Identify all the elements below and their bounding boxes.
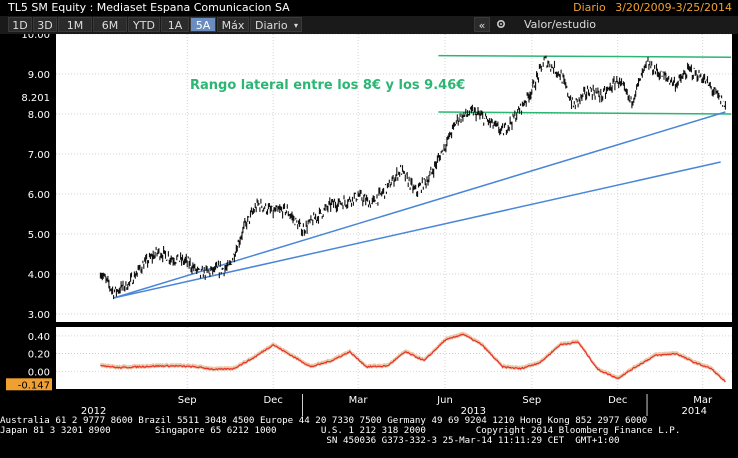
settings-icon[interactable] <box>494 17 508 32</box>
double-chevron-left-icon: « <box>478 19 486 32</box>
date-info: Diario 3/20/2009-3/25/2014 <box>573 1 732 14</box>
range-max-button[interactable]: Máx <box>217 17 249 32</box>
price-y-tick-label: 8.00 <box>28 110 50 121</box>
price-y-tick-label: 9.00 <box>28 70 50 81</box>
range-5a-button[interactable]: 5A <box>190 17 216 32</box>
price-y-tick-label: 5.00 <box>28 230 50 241</box>
price-y-tick-label: 7.00 <box>28 150 50 161</box>
price-series <box>99 55 726 300</box>
oscillator-line <box>100 333 726 383</box>
chevron-down-icon: ▾ <box>293 21 298 30</box>
oscillator-band <box>100 331 726 384</box>
range-1d-button[interactable]: 1D <box>8 17 32 32</box>
range-6m-button[interactable]: 6M <box>93 17 127 32</box>
range-1a-button[interactable]: 1A <box>161 17 189 32</box>
resistance-line <box>438 54 732 58</box>
x-year-label: 2013 <box>461 406 486 416</box>
footer-line-1: Australia 61 2 9777 8600 Brazil 5511 304… <box>0 415 648 426</box>
x-month-label: Sep <box>522 395 541 406</box>
range-ytd-button[interactable]: YTD <box>128 17 160 32</box>
x-axis: Sep Dec Mar Jun Sep Dec Mar 2012 2013 2014 <box>81 394 713 416</box>
footer-line-2: Japan 81 3 3201 8900 Singapore 65 6212 1… <box>0 425 681 437</box>
support-line <box>438 111 732 115</box>
range-annotation: Rango lateral entre los 8€ y los 9.46€ <box>190 78 465 93</box>
price-y-tick-label: 3.00 <box>28 310 50 321</box>
date-range: 3/20/2009-3/25/2014 <box>615 1 732 14</box>
x-month-label: Mar <box>349 395 369 406</box>
title-bar: TL5 SM Equity : Mediaset Espana Comunica… <box>0 0 738 16</box>
oscillator-y-axis: 0.00 0.20 0.40 <box>28 332 50 378</box>
price-y-axis: 3.00 4.00 5.00 6.00 7.00 8.00 9.00 10.00 <box>21 34 50 321</box>
x-month-label: Dec <box>608 395 627 406</box>
price-y-tick-label: 6.00 <box>28 190 50 201</box>
oscillator-last-value: -0.147 <box>18 380 50 391</box>
oscillator-y-tick-label: 0.40 <box>28 332 50 343</box>
price-line <box>99 55 726 300</box>
oscillator-series <box>100 331 726 384</box>
x-month-label: Mar <box>693 395 713 406</box>
value-study-label[interactable]: Valor/estudio <box>524 18 596 31</box>
range-3d-button[interactable]: 3D <box>33 17 57 32</box>
range-1m-button[interactable]: 1M <box>58 17 92 32</box>
security-title: TL5 SM Equity : Mediaset Espana Comunica… <box>8 1 290 14</box>
collapse-button[interactable]: « <box>474 17 490 32</box>
footer-line-3: SN 450036 G373-332-3 25-Mar-14 11:11:29 … <box>0 435 620 447</box>
oscillator-y-tick-label: 0.00 <box>28 367 50 378</box>
x-month-label: Sep <box>178 395 197 406</box>
x-year-label: 2014 <box>682 406 707 416</box>
toolbar: 1D 3D 1M 6M YTD 1A 5A Máx Diario ▾ « Val… <box>0 16 738 34</box>
x-month-label: Dec <box>263 395 282 406</box>
last-value-labels: 8.201 -0.147 <box>6 93 52 391</box>
oscillator-y-tick-label: 0.20 <box>28 350 50 361</box>
period-select-value: Diario <box>255 19 288 32</box>
price-y-tick-label: 10.00 <box>21 34 50 41</box>
price-y-tick-label: 4.00 <box>28 270 50 281</box>
period-select[interactable]: Diario ▾ <box>250 17 302 32</box>
x-year-label: 2012 <box>81 406 106 416</box>
oscillator-last-value-badge <box>6 378 52 391</box>
trend-line <box>113 161 721 299</box>
x-month-label: Jun <box>436 395 453 406</box>
price-last-value: 8.201 <box>21 93 50 104</box>
frequency-label: Diario <box>573 1 606 14</box>
footer-contacts: Australia 61 2 9777 8600 Brazil 5511 304… <box>0 415 738 447</box>
